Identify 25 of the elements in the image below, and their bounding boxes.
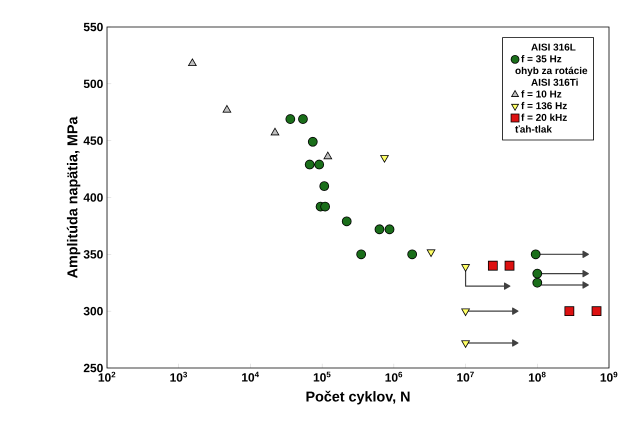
annotation: ťah-tlak — [515, 125, 552, 133]
x-axis-title: Počet cyklov, N — [306, 390, 410, 404]
legend-label: f = 35 Hz — [521, 55, 562, 62]
y-tick-label: 550 — [84, 22, 103, 32]
y-tick-label: 350 — [84, 250, 103, 259]
y-axis-title: Amplitúda napätia, MPa — [66, 116, 80, 278]
annotation: AISI 316Ti — [531, 78, 578, 86]
legend-label: f = 20 kHz — [521, 114, 567, 121]
annotation: ohyb za rotácie — [515, 66, 588, 76]
x-tick-label: 10$^{4}$ — [242, 372, 260, 382]
y-tick-label: 250 — [84, 364, 103, 372]
x-tick-label: 10$^{8}$ — [528, 372, 546, 382]
x-tick-label: 10$^{7}$ — [457, 372, 474, 382]
legend-label: f = 136 Hz — [521, 102, 567, 110]
legend-label: f = 10 Hz — [521, 90, 562, 98]
x-tick-label: 10$^{5}$ — [314, 372, 331, 382]
y-tick-label: 500 — [84, 80, 103, 88]
annotation: AISI 316L — [531, 44, 576, 51]
x-tick-label: 10$^{2}$ — [98, 372, 116, 382]
y-tick-label: 450 — [84, 136, 103, 145]
x-tick-label: 10$^{3}$ — [170, 372, 188, 382]
y-tick-label: 400 — [84, 193, 103, 202]
y-tick-label: 300 — [84, 306, 103, 316]
x-tick-label: 10$^{9}$ — [600, 372, 618, 382]
x-tick-label: 10$^{6}$ — [386, 372, 402, 382]
